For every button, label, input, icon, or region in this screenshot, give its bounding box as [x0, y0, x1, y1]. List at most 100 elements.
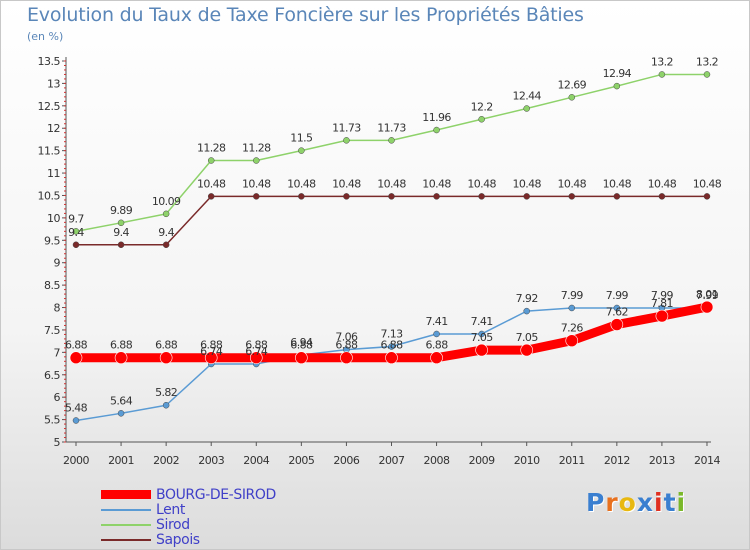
data-label-sirod: 12.94 [603, 67, 632, 80]
data-label-lent: 7.99 [606, 289, 629, 302]
y-tick-label: 12 [47, 122, 60, 135]
data-label-sirod: 13.2 [696, 55, 718, 68]
data-point-lent [162, 401, 170, 409]
data-label-sapois: 10.48 [558, 177, 587, 190]
data-point-sapois [72, 241, 80, 249]
y-tick-label: 6.5 [44, 369, 60, 382]
data-point-bourg-de-sirod [610, 318, 624, 331]
data-label-lent: 6.94 [290, 336, 313, 349]
data-label-sapois: 10.48 [648, 177, 677, 190]
data-label-sapois: 10.48 [512, 177, 541, 190]
y-tick-label: 10 [47, 212, 60, 225]
legend-swatch [101, 508, 151, 511]
y-tick-label: 12.5 [38, 100, 61, 113]
data-point-bourg-de-sirod [159, 351, 173, 365]
data-point-bourg-de-sirod [700, 300, 714, 314]
data-point-lent [478, 330, 485, 338]
legend: BOURG-DE-SIROD Lent Sirod Sapois [101, 486, 276, 548]
data-label-lent: 7.99 [651, 289, 674, 302]
data-point-bourg-de-sirod [655, 309, 669, 323]
data-point-sapois [388, 193, 395, 200]
data-point-sapois [658, 193, 666, 200]
data-label-sirod: 11.28 [197, 142, 226, 155]
data-label-bourg-de-sirod: 7.26 [561, 322, 584, 335]
data-label-lent: 5.82 [155, 386, 177, 399]
data-label-bourg-de-sirod: 8.01 [696, 288, 718, 301]
data-label-sapois: 10.48 [422, 177, 451, 190]
data-point-lent [433, 330, 440, 338]
data-label-lent: 6.74 [245, 345, 268, 358]
data-label-sirod: 11.73 [377, 121, 406, 134]
x-tick-label: 2005 [288, 454, 314, 467]
data-point-lent [613, 304, 621, 312]
y-tick-label: 10.5 [38, 189, 61, 202]
data-label-sirod: 12.69 [558, 78, 587, 91]
x-tick-label: 2004 [243, 454, 269, 467]
data-point-sapois [613, 193, 621, 200]
y-unit-label: (en %) [27, 30, 64, 43]
y-tick-label: 9.5 [44, 234, 60, 247]
x-tick-label: 2008 [424, 454, 450, 467]
x-tick-label: 2000 [63, 454, 89, 467]
data-label-sirod: 11.28 [242, 142, 271, 155]
data-label-sapois: 9.4 [68, 226, 84, 239]
data-label-bourg-de-sirod: 6.88 [426, 339, 449, 352]
data-point-sapois [478, 193, 485, 200]
legend-item-sirod: Sirod [101, 517, 276, 533]
x-tick-label: 2003 [198, 454, 224, 467]
x-tick-label: 2013 [649, 454, 675, 467]
data-label-sapois: 9.4 [113, 226, 129, 239]
data-point-sirod [207, 157, 215, 164]
data-point-lent [117, 410, 125, 417]
data-point-bourg-de-sirod [114, 351, 128, 365]
data-point-bourg-de-sirod [295, 351, 308, 365]
x-tick-label: 2009 [469, 454, 495, 467]
data-label-bourg-de-sirod: 6.88 [380, 339, 403, 352]
y-tick-label: 6 [54, 391, 61, 404]
y-tick-label: 9 [54, 257, 61, 270]
data-label-sapois: 10.48 [377, 177, 406, 190]
x-tick-label: 2010 [514, 454, 540, 467]
data-label-lent: 7.92 [516, 292, 538, 305]
data-point-sirod [343, 137, 350, 144]
y-tick-label: 11 [47, 167, 60, 180]
x-tick-label: 2001 [108, 454, 134, 467]
data-point-sirod [478, 116, 485, 123]
data-point-sirod [523, 105, 530, 112]
x-tick-label: 2006 [333, 454, 359, 467]
data-point-lent [388, 343, 395, 350]
data-point-lent [568, 304, 576, 312]
data-point-bourg-de-sirod [565, 334, 579, 347]
data-label-lent: 7.13 [380, 328, 403, 341]
data-point-sirod [658, 71, 666, 78]
legend-label: BOURG-DE-SIROD [156, 486, 276, 503]
data-label-sirod: 11.5 [290, 132, 313, 145]
data-point-bourg-de-sirod [430, 351, 443, 365]
data-label-sapois: 10.48 [287, 177, 316, 190]
data-label-bourg-de-sirod: 6.88 [290, 339, 313, 352]
y-tick-label: 8 [54, 302, 61, 315]
data-point-sirod [433, 126, 440, 134]
data-point-sirod [117, 219, 125, 227]
data-label-sirod: 9.7 [68, 212, 84, 225]
data-label-lent: 7.06 [335, 331, 358, 344]
data-label-sapois: 10.48 [603, 177, 632, 190]
data-label-sapois: 10.48 [332, 177, 361, 190]
data-label-lent: 6.74 [200, 345, 223, 358]
chart-title: Evolution du Taux de Taxe Foncière sur l… [27, 4, 584, 26]
data-label-bourg-de-sirod: 7.81 [651, 297, 673, 310]
data-point-sapois [568, 193, 576, 200]
legend-item-lent: Lent [101, 502, 276, 518]
data-point-sirod [568, 94, 576, 101]
data-point-sirod [162, 210, 170, 218]
x-tick-label: 2014 [694, 454, 720, 467]
data-point-bourg-de-sirod [249, 351, 263, 365]
data-point-bourg-de-sirod [520, 343, 534, 357]
data-point-sapois [162, 241, 170, 249]
data-label-bourg-de-sirod: 7.05 [516, 331, 539, 344]
data-point-sapois [703, 193, 711, 200]
data-label-lent: 7.99 [696, 289, 719, 302]
legend-swatch [101, 523, 151, 526]
